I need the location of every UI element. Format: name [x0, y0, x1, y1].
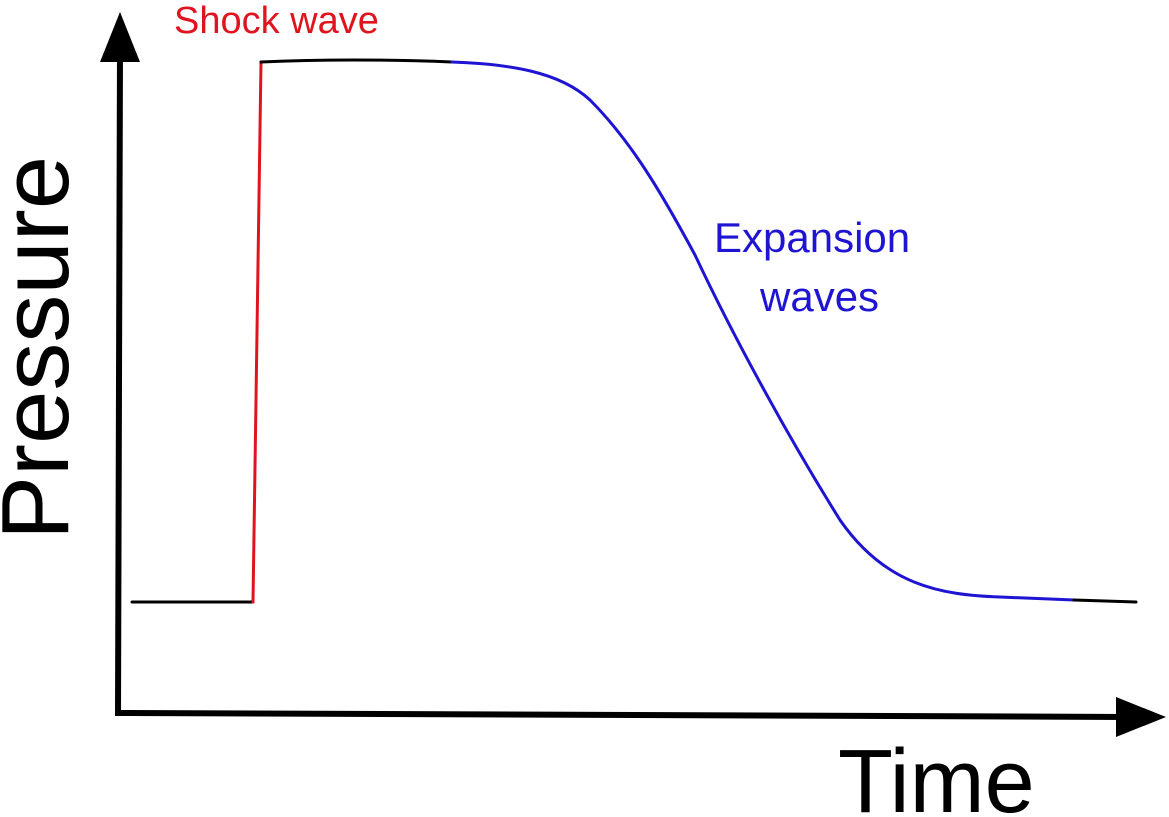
y-axis-arrowhead	[100, 12, 140, 62]
y-axis-title: Pressure	[0, 156, 89, 540]
peak-plateau-segment	[259, 58, 454, 64]
shock-wave-label: Shock wave	[174, 0, 379, 42]
expansion-waves-label-line1: Expansion	[714, 214, 910, 261]
expansion-decay-segment	[450, 60, 1076, 602]
x-axis-title: Time	[838, 732, 1035, 817]
x-axis-arrowhead	[1116, 697, 1166, 737]
final-baseline	[1072, 598, 1138, 604]
axes	[100, 12, 1166, 737]
shock-jump-segment	[251, 60, 263, 604]
pressure-curve	[130, 58, 1138, 604]
y-axis-line	[115, 49, 123, 716]
x-axis-line	[114, 710, 1129, 720]
expansion-waves-label-line2: waves	[759, 273, 879, 320]
